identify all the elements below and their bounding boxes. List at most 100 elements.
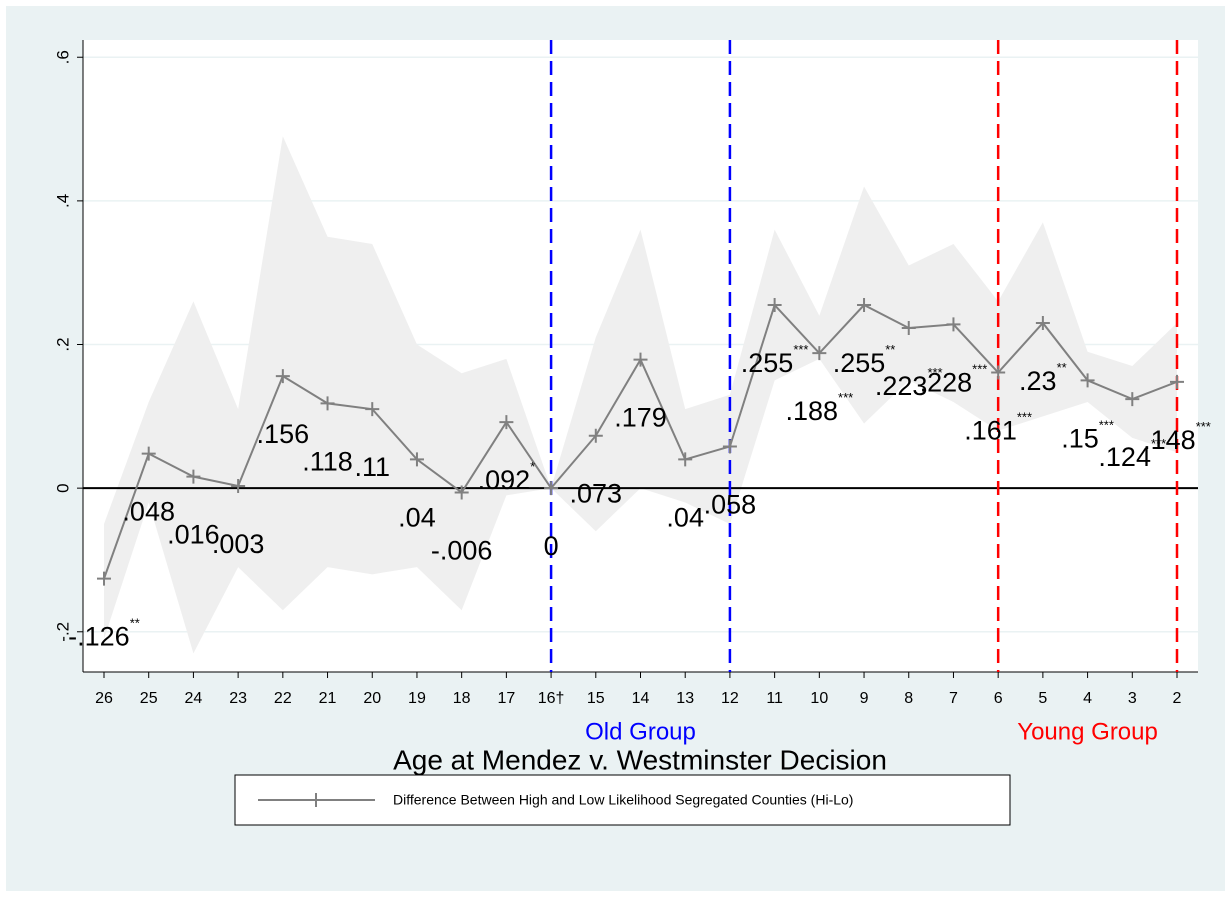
- significance-stars: ***: [1196, 419, 1211, 434]
- x-tick-label: 10: [810, 690, 828, 707]
- x-tick-label: 8: [904, 690, 913, 707]
- marker: [186, 469, 201, 484]
- data-label-value: .048: [122, 497, 175, 527]
- marker: [588, 428, 603, 443]
- marker: [633, 352, 648, 367]
- x-tick-label: 19: [408, 690, 426, 707]
- data-label: .156: [257, 419, 310, 449]
- significance-stars: ***: [1017, 410, 1032, 425]
- marker: [1035, 315, 1050, 330]
- x-tick-label: 7: [949, 690, 958, 707]
- data-label: .04: [398, 503, 436, 533]
- data-label-value: .188: [785, 396, 838, 426]
- data-label-value: .124: [1098, 442, 1151, 472]
- legend-marker: [309, 793, 323, 807]
- data-label-value: .255: [741, 348, 794, 378]
- marker: [722, 439, 737, 454]
- marker: [320, 396, 335, 411]
- data-label: .188***: [785, 391, 853, 427]
- x-tick-label: 25: [140, 690, 158, 707]
- data-label-value: .11: [354, 452, 390, 482]
- y-tick-label: -.2: [53, 622, 72, 642]
- x-tick-label: 4: [1083, 690, 1092, 707]
- significance-stars: ***: [838, 391, 853, 406]
- group-label: Old Group: [585, 718, 696, 745]
- legend-label: Difference Between High and Low Likeliho…: [393, 792, 853, 808]
- data-label: .255***: [741, 342, 809, 378]
- marker: [767, 298, 782, 313]
- marker: [991, 365, 1006, 380]
- data-label-value: .003: [212, 529, 265, 559]
- significance-stars: **: [1057, 360, 1067, 375]
- x-axis-title: Age at Mendez v. Westminster Decision: [393, 744, 887, 775]
- data-label-value: .073: [570, 479, 623, 509]
- y-tick-label: .6: [53, 50, 72, 64]
- data-label: 0: [544, 531, 559, 561]
- data-label-value: .148: [1143, 425, 1196, 455]
- y-tick-label: 0: [53, 483, 72, 492]
- data-label: .124***: [1098, 437, 1166, 473]
- data-label-value: .161: [964, 416, 1017, 446]
- data-label: -.126**: [68, 616, 140, 652]
- x-tick-label: 13: [676, 690, 694, 707]
- marker: [365, 402, 380, 417]
- x-tick-label: 18: [453, 690, 471, 707]
- data-label: .15***: [1061, 418, 1114, 454]
- data-label-value: .23: [1019, 366, 1057, 396]
- marker: [97, 571, 111, 586]
- x-tick-label: 5: [1038, 690, 1047, 707]
- marker: [946, 317, 961, 332]
- marker: [1080, 373, 1095, 388]
- x-tick-label: 21: [319, 690, 337, 707]
- data-label: .228***: [920, 362, 988, 398]
- x-tick-label: 16†: [538, 690, 565, 707]
- x-tick-label: 23: [229, 690, 247, 707]
- data-label: .118: [302, 447, 353, 477]
- data-label: .058: [704, 490, 757, 520]
- x-tick-label: 3: [1128, 690, 1137, 707]
- data-label-value: -.126: [68, 622, 130, 652]
- data-label-value: .255: [833, 348, 886, 378]
- data-label-value: .156: [257, 419, 310, 449]
- x-tick-label: 9: [860, 690, 869, 707]
- significance-stars: ***: [972, 362, 987, 377]
- data-label: .255**: [833, 342, 896, 378]
- x-tick-label: 11: [766, 690, 783, 707]
- marker: [901, 320, 916, 335]
- significance-stars: **: [130, 616, 140, 631]
- significance-stars: *: [530, 460, 535, 475]
- significance-stars: ***: [793, 342, 808, 357]
- marker: [454, 485, 469, 500]
- marker: [231, 478, 246, 493]
- x-tick-label: 14: [632, 690, 650, 707]
- data-label: .048: [122, 497, 175, 527]
- marker: [678, 452, 693, 467]
- data-label: .223***: [875, 365, 943, 401]
- data-label-value: .179: [614, 403, 667, 433]
- marker: [1125, 392, 1140, 407]
- marker: [1170, 374, 1184, 389]
- x-tick-label: 26: [95, 690, 113, 707]
- x-tick-label: 22: [274, 690, 292, 707]
- data-label-value: .04: [398, 503, 436, 533]
- y-tick-label: .2: [53, 337, 72, 351]
- marker: [857, 298, 872, 313]
- data-label-value: .058: [704, 490, 757, 520]
- data-label: .04: [666, 503, 704, 533]
- y-tick-label: .4: [53, 194, 72, 208]
- data-label: .092*: [478, 460, 536, 496]
- group-label: Young Group: [1017, 718, 1158, 745]
- data-label: .148***: [1143, 419, 1211, 455]
- data-label-value: .016: [167, 520, 220, 550]
- data-label-value: 0: [544, 531, 559, 561]
- data-label-value: .092: [478, 465, 531, 495]
- x-tick-label: 15: [587, 690, 605, 707]
- x-tick-label: 24: [185, 690, 203, 707]
- x-tick-label: 2: [1173, 690, 1182, 707]
- data-label: .003: [212, 529, 265, 559]
- data-label-value: .228: [920, 368, 973, 398]
- x-tick-label: 6: [994, 690, 1003, 707]
- marker: [544, 481, 559, 496]
